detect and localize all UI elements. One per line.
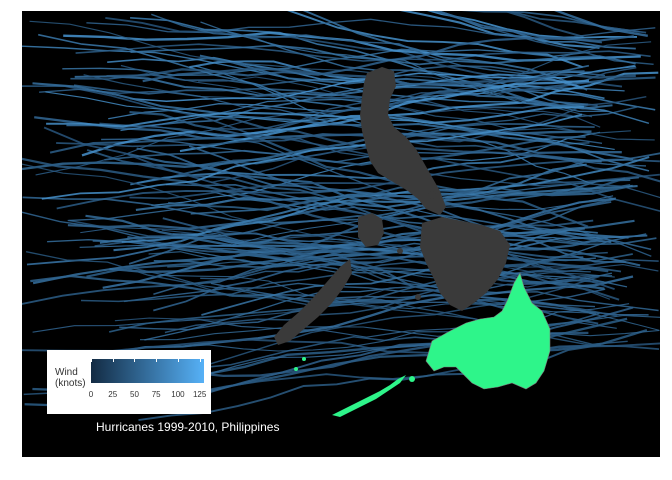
hurricane-track — [461, 11, 640, 33]
hurricane-track — [22, 130, 592, 171]
palawan-island — [274, 259, 352, 345]
hurricane-track — [167, 256, 615, 283]
hurricane-track — [70, 64, 606, 86]
legend-tick — [91, 359, 92, 362]
map-title: Hurricanes 1999-2010, Philippines — [96, 420, 280, 434]
legend-title-wind: Wind — [55, 367, 78, 378]
hurricane-track — [174, 329, 660, 352]
visayas-islands — [420, 217, 510, 311]
hurricane-track — [56, 158, 660, 210]
mindoro-island — [358, 213, 384, 247]
hurricane-map — [22, 11, 660, 422]
legend-tick — [134, 359, 136, 362]
mindanao-region — [425, 272, 551, 390]
legend-tick-label: 50 — [130, 390, 139, 399]
legend-tick — [156, 359, 158, 362]
hurricane-track — [105, 16, 623, 88]
legend-tick — [112, 359, 114, 362]
sulu-islet — [409, 376, 415, 382]
hurricane-track — [49, 76, 656, 154]
legend-title-unit: (knots) — [55, 378, 86, 389]
hurricane-track — [162, 274, 660, 331]
sulu-islet — [294, 367, 298, 371]
legend-tick — [112, 383, 114, 386]
hurricane-track — [102, 197, 617, 289]
hurricane-track — [46, 105, 584, 128]
hurricane-track — [83, 74, 631, 134]
hurricane-track — [43, 126, 615, 290]
hurricane-track — [168, 183, 631, 212]
map-panel — [22, 11, 660, 457]
legend-tick — [177, 383, 179, 386]
hurricane-track — [75, 43, 651, 62]
legend-tick-label: 100 — [171, 390, 185, 399]
legend-tick — [199, 383, 201, 386]
hurricane-track — [287, 11, 583, 69]
legend-tick-label: 0 — [88, 390, 94, 399]
islet — [415, 294, 421, 300]
hurricane-track — [104, 123, 595, 161]
hurricane-track — [501, 11, 584, 38]
hurricane-track — [435, 11, 654, 66]
sulu-archipelago — [332, 375, 406, 417]
legend-tick-label: 75 — [151, 390, 161, 399]
hurricane-track — [32, 219, 635, 285]
hurricane-track — [128, 152, 660, 265]
hurricane-track — [129, 110, 589, 228]
hurricane-track — [432, 11, 602, 44]
hurricane-track — [136, 147, 612, 244]
hurricane-track — [435, 11, 636, 50]
luzon-island — [360, 67, 446, 215]
hurricane-track — [302, 11, 588, 91]
hurricane-track — [107, 275, 634, 355]
hurricane-track — [45, 91, 615, 150]
legend-color-bar — [91, 359, 204, 383]
hurricane-track — [151, 13, 585, 75]
legend-tick-label: 125 — [192, 390, 207, 399]
hurricane-track — [200, 21, 609, 113]
legend-tick — [91, 383, 92, 386]
hurricane-track — [130, 154, 602, 186]
legend-tick — [156, 383, 158, 386]
hurricane-track — [32, 82, 634, 161]
hurricane-track — [153, 201, 612, 312]
hurricane-track — [109, 253, 633, 333]
hurricane-track — [62, 48, 591, 77]
hurricane-track — [130, 44, 636, 66]
hurricane-track — [22, 211, 596, 308]
legend-tick — [177, 359, 179, 362]
hurricane-track — [206, 66, 637, 131]
islet — [397, 248, 403, 254]
legend-tick — [199, 359, 201, 362]
sulu-islet — [302, 357, 306, 361]
legend-tick — [134, 383, 136, 386]
hurricane-track — [201, 229, 598, 316]
hurricane-track — [129, 173, 660, 200]
islet — [428, 191, 436, 199]
hurricane-track — [153, 237, 657, 268]
hurricane-track — [79, 195, 614, 248]
hurricane-track — [198, 76, 601, 128]
hurricane-track — [29, 20, 593, 118]
hurricane-track — [128, 303, 630, 394]
hurricane-track — [41, 113, 583, 200]
philippines-landmass — [274, 67, 551, 417]
legend-tick-label: 25 — [108, 390, 118, 399]
hurricane-track — [56, 133, 590, 152]
hurricane-track — [94, 240, 622, 273]
hurricane-track — [505, 11, 647, 34]
wind-legend: Wind (knots) 0 25 50 75 100 125 — [47, 350, 211, 414]
hurricane-track — [67, 177, 639, 222]
hurricane-track — [22, 163, 611, 300]
